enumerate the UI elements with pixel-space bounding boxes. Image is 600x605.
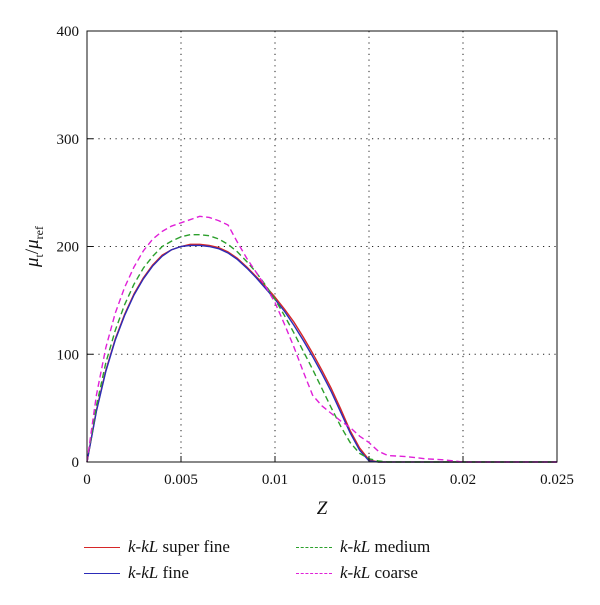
grid-lines (87, 31, 557, 462)
legend-label-rest: coarse (370, 563, 418, 582)
y-axis-label-part: μ (22, 239, 43, 250)
x-tick-label: 0.005 (164, 472, 198, 488)
y-tick-label: 400 (57, 24, 80, 40)
series-line-2 (86, 233, 557, 463)
legend-label-rest: fine (158, 563, 189, 582)
legend: k-kL super fine k-kL fine k-kL medium k-… (84, 536, 504, 596)
x-tick-label: 0.025 (540, 472, 574, 488)
series-line-1 (86, 244, 557, 463)
x-tick-label: 0.02 (450, 472, 476, 488)
y-tick-label: 300 (57, 132, 80, 148)
legend-label-italic: k-kL (128, 563, 159, 582)
plot-area (86, 215, 557, 463)
axis-ticks: 0 0.005 0.01 0.015 0.02 0.025 0 100 200 300 400 (57, 24, 574, 488)
legend-item-fine: k-kL fine (84, 562, 189, 584)
x-tick-label: 0.015 (352, 472, 386, 488)
legend-item-super-fine: k-kL super fine (84, 536, 230, 558)
y-tick-label: 200 (57, 240, 80, 256)
legend-label-italic: k-kL (340, 537, 371, 556)
x-tick-label: 0 (83, 472, 91, 488)
x-tick-label: 0.01 (262, 472, 288, 488)
y-axis-label-part: ref (32, 226, 46, 239)
x-axis-label: Z (317, 498, 328, 519)
legend-swatch-fine (84, 572, 120, 574)
legend-label-italic: k-kL (340, 563, 371, 582)
y-tick-label: 100 (57, 347, 80, 363)
y-axis-label-part: μ (22, 257, 43, 268)
y-tick-label: 0 (72, 455, 80, 471)
y-axis-label-part: / (22, 248, 43, 254)
legend-label-rest: medium (370, 537, 431, 556)
legend-swatch-coarse (296, 572, 332, 574)
series-line-0 (86, 243, 557, 463)
legend-label-italic: k-kL (128, 537, 159, 556)
legend-swatch-medium (296, 546, 332, 548)
y-axis-label-part: t (32, 253, 46, 257)
legend-swatch-super-fine (84, 546, 120, 548)
series-line-3 (86, 215, 557, 463)
y-axis-label: μt/μref (22, 226, 46, 268)
legend-item-coarse: k-kL coarse (296, 562, 418, 584)
legend-item-medium: k-kL medium (296, 536, 430, 558)
legend-label-rest: super fine (158, 537, 230, 556)
